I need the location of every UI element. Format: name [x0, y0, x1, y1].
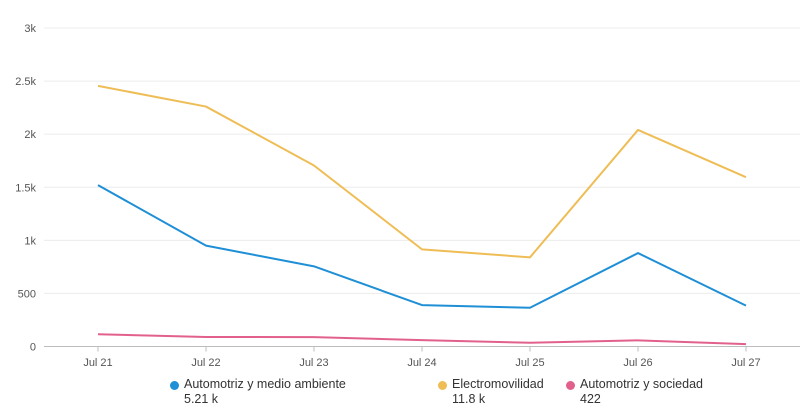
x-tick-label: Jul 24 — [407, 357, 436, 369]
x-tick-label: Jul 23 — [299, 357, 328, 369]
x-tick-label: Jul 27 — [731, 357, 760, 369]
y-tick-label: 1.5k — [15, 182, 36, 194]
x-tick-label: Jul 26 — [623, 357, 652, 369]
series-lines — [97, 84, 747, 346]
y-tick-label: 2k — [24, 129, 36, 141]
legend-label: Automotriz y sociedad — [580, 377, 703, 391]
x-tick-label: Jul 25 — [515, 357, 544, 369]
x-axis: Jul 21 Jul 22 Jul 23 Jul 24 Jul 25 Jul 26 Jul … — [44, 346, 800, 369]
y-axis: 0 500 1k 1.5k 2k 2.5k 3k — [15, 23, 36, 354]
legend-total: 5.21 k — [184, 392, 219, 406]
series-line-2 — [97, 333, 747, 346]
x-tick-label: Jul 21 — [83, 357, 112, 369]
legend-item-automotriz-sociedad[interactable]: Automotriz y sociedad 422 — [566, 377, 703, 407]
legend-total: 422 — [580, 392, 601, 406]
legend-item-automotriz-medio-ambiente[interactable]: Automotriz y medio ambiente 5.21 k — [170, 377, 438, 407]
series-line-1 — [97, 84, 747, 259]
gridlines — [44, 27, 800, 294]
y-tick-label: 2.5k — [15, 76, 36, 88]
y-tick-label: 3k — [24, 23, 36, 35]
legend: Automotriz y medio ambiente 5.21 k Elect… — [170, 377, 703, 407]
legend-label: Automotriz y medio ambiente — [184, 377, 346, 391]
legend-marker-icon — [170, 381, 179, 390]
y-tick-label: 1k — [24, 235, 36, 247]
legend-marker-icon — [566, 381, 575, 390]
legend-total: 11.8 k — [452, 392, 486, 406]
y-tick-label: 500 — [18, 288, 36, 300]
series-line-0 — [97, 184, 747, 309]
legend-item-electromovilidad[interactable]: Electromovilidad 11.8 k — [438, 377, 566, 407]
legend-label: Electromovilidad — [452, 377, 544, 391]
y-tick-label: 0 — [30, 342, 36, 354]
legend-marker-icon — [438, 381, 447, 390]
x-tick-label: Jul 22 — [191, 357, 220, 369]
